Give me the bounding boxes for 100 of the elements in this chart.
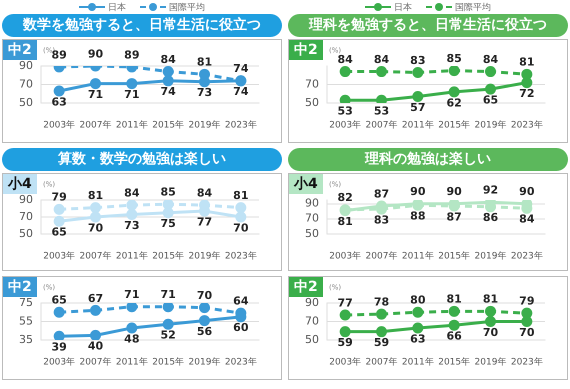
x-tick-label: 2015年 — [438, 120, 470, 131]
data-label: 62 — [446, 96, 462, 110]
x-tick-label: 2003年 — [43, 120, 76, 131]
data-label: 90 — [410, 185, 426, 198]
data-label: 82 — [338, 191, 353, 204]
y-tick-label: 70 — [305, 77, 319, 90]
data-label: 66 — [446, 330, 462, 343]
data-label: 85 — [160, 186, 176, 199]
data-label: 81 — [196, 56, 212, 69]
y-tick-label: 90 — [305, 196, 319, 210]
x-tick-label: 2019年 — [188, 356, 220, 368]
x-tick-label: 2007年 — [80, 356, 112, 368]
data-label: 70 — [88, 221, 104, 234]
x-tick-label: 2023年 — [510, 120, 543, 131]
x-tick-label: 2003年 — [329, 356, 362, 368]
x-tick-label: 2011年 — [116, 356, 148, 368]
data-label: 52 — [160, 328, 176, 342]
data-label: 48 — [124, 332, 140, 346]
x-tick-label: 2007年 — [366, 120, 398, 131]
legend-label: 国際平均 — [169, 2, 205, 14]
data-label: 65 — [482, 93, 498, 106]
chart-subtitle: 中2 — [3, 277, 37, 297]
chart-subtitle: 小4 — [3, 174, 37, 194]
data-label: 59 — [338, 336, 353, 350]
y-tick-label: 55 — [19, 314, 33, 328]
data-label: 79 — [519, 294, 534, 308]
data-label: 74 — [233, 85, 249, 98]
x-tick-label: 2015年 — [152, 120, 184, 131]
data-label: 86 — [482, 211, 498, 224]
data-label: 90 — [446, 185, 462, 198]
x-tick-label: 2023年 — [224, 120, 257, 131]
x-tick-label: 2019年 — [474, 120, 506, 131]
chart-subtitle: 中2 — [289, 40, 323, 60]
data-label: 74 — [233, 62, 249, 76]
data-label: 74 — [160, 85, 176, 98]
data-label: 81 — [519, 56, 534, 69]
data-label: 67 — [88, 292, 104, 305]
x-tick-label: 2007年 — [80, 120, 112, 131]
data-label: 75 — [160, 217, 176, 230]
y-tick-label: 90 — [19, 58, 33, 72]
legend-label: 日本 — [108, 2, 126, 14]
chart-title: 理科を勉強すると、日常生活に役立つ — [288, 14, 568, 37]
data-label: 88 — [410, 210, 426, 223]
x-tick-label: 2023年 — [224, 250, 257, 262]
data-label: 77 — [196, 215, 212, 228]
data-label: 40 — [88, 340, 104, 353]
data-label: 71 — [160, 288, 176, 302]
data-label: 83 — [410, 54, 426, 67]
x-tick-label: 2023年 — [510, 356, 543, 368]
data-label: 64 — [233, 294, 249, 308]
x-tick-label: 2011年 — [402, 120, 434, 131]
data-label: 71 — [124, 88, 140, 101]
y-tick-label: 50 — [19, 226, 33, 240]
x-tick-label: 2011年 — [116, 120, 148, 131]
data-label: 65 — [52, 226, 67, 239]
y-tick-label: 70 — [19, 77, 33, 90]
data-label: 81 — [88, 189, 104, 202]
data-label: 84 — [124, 186, 140, 200]
x-tick-label: 2003年 — [329, 250, 362, 262]
data-label: 70 — [519, 326, 535, 339]
x-tick-label: 2019年 — [188, 120, 220, 131]
y-tick-label: 70 — [19, 210, 33, 223]
data-label: 65 — [52, 294, 67, 307]
data-label: 87 — [374, 187, 390, 200]
x-tick-label: 2007年 — [366, 356, 398, 368]
data-label: 81 — [482, 292, 498, 306]
x-tick-label: 2023年 — [510, 250, 543, 262]
data-label: 87 — [446, 210, 462, 224]
data-label: 70 — [482, 326, 498, 339]
x-tick-label: 2019年 — [474, 356, 506, 368]
data-label: 84 — [374, 52, 390, 66]
data-label: 78 — [374, 295, 390, 308]
data-label: 53 — [374, 104, 390, 118]
x-tick-label: 2023年 — [224, 356, 257, 368]
y-tick-label: 70 — [305, 314, 319, 328]
data-label: 77 — [338, 296, 353, 310]
x-tick-label: 2011年 — [402, 250, 434, 262]
x-tick-label: 2003年 — [43, 250, 76, 262]
y-tick-label: 50 — [19, 96, 33, 109]
y-tick-label: 50 — [305, 332, 319, 346]
x-tick-label: 2003年 — [43, 356, 76, 368]
y-tick-label: 70 — [305, 212, 319, 225]
x-tick-label: 2015年 — [438, 356, 470, 368]
data-label: 83 — [374, 213, 390, 226]
data-label: 80 — [410, 294, 426, 307]
legend-label: 日本 — [394, 2, 412, 14]
x-tick-label: 2003年 — [329, 120, 362, 131]
data-label: 53 — [338, 104, 353, 118]
data-label: 39 — [52, 340, 67, 354]
data-label: 70 — [233, 221, 249, 234]
data-label: 60 — [233, 321, 249, 334]
data-label: 84 — [196, 186, 212, 200]
data-label: 81 — [338, 214, 353, 228]
y-tick-label: 75 — [19, 296, 33, 309]
chart-title: 理科の勉強は楽しい — [288, 148, 568, 171]
data-label: 63 — [52, 95, 67, 108]
data-label: 72 — [519, 87, 534, 100]
x-tick-label: 2007年 — [366, 250, 398, 262]
x-tick-label: 2019年 — [474, 250, 506, 262]
chart-subtitle: 中2 — [289, 277, 323, 297]
